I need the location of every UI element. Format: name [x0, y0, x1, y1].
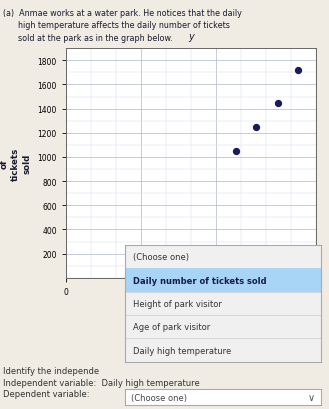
Text: Age of park visitor: Age of park visitor: [133, 323, 210, 331]
Text: Daily high temperature: Daily high temperature: [133, 346, 231, 355]
Text: Daily number of tickets sold: Daily number of tickets sold: [133, 276, 266, 285]
Text: ∨: ∨: [307, 392, 315, 402]
Text: Dependent variable:: Dependent variable:: [3, 389, 90, 398]
Text: (a)  Anmae works at a water park. He notices that the daily: (a) Anmae works at a water park. He noti…: [3, 9, 242, 18]
Point: [233, 148, 239, 155]
Text: Independent variable:  Daily high temperature: Independent variable: Daily high tempera…: [3, 378, 200, 387]
Text: high temperature affects the daily number of tickets: high temperature affects the daily numbe…: [3, 21, 230, 30]
Text: y: y: [188, 32, 194, 42]
Text: (Choose one): (Choose one): [133, 253, 189, 261]
Point: [253, 124, 259, 131]
Text: sold at the park as in the graph below.: sold at the park as in the graph below.: [3, 34, 173, 43]
Point: [296, 67, 301, 74]
Y-axis label: Daily
number
of
tickets
sold: Daily number of tickets sold: [0, 145, 32, 182]
Bar: [125, 269, 321, 292]
Text: Identify the independe: Identify the independe: [3, 366, 99, 375]
Text: (Choose one): (Choose one): [131, 393, 187, 402]
Text: Height of park visitor: Height of park visitor: [133, 299, 222, 308]
Point: [276, 100, 281, 107]
